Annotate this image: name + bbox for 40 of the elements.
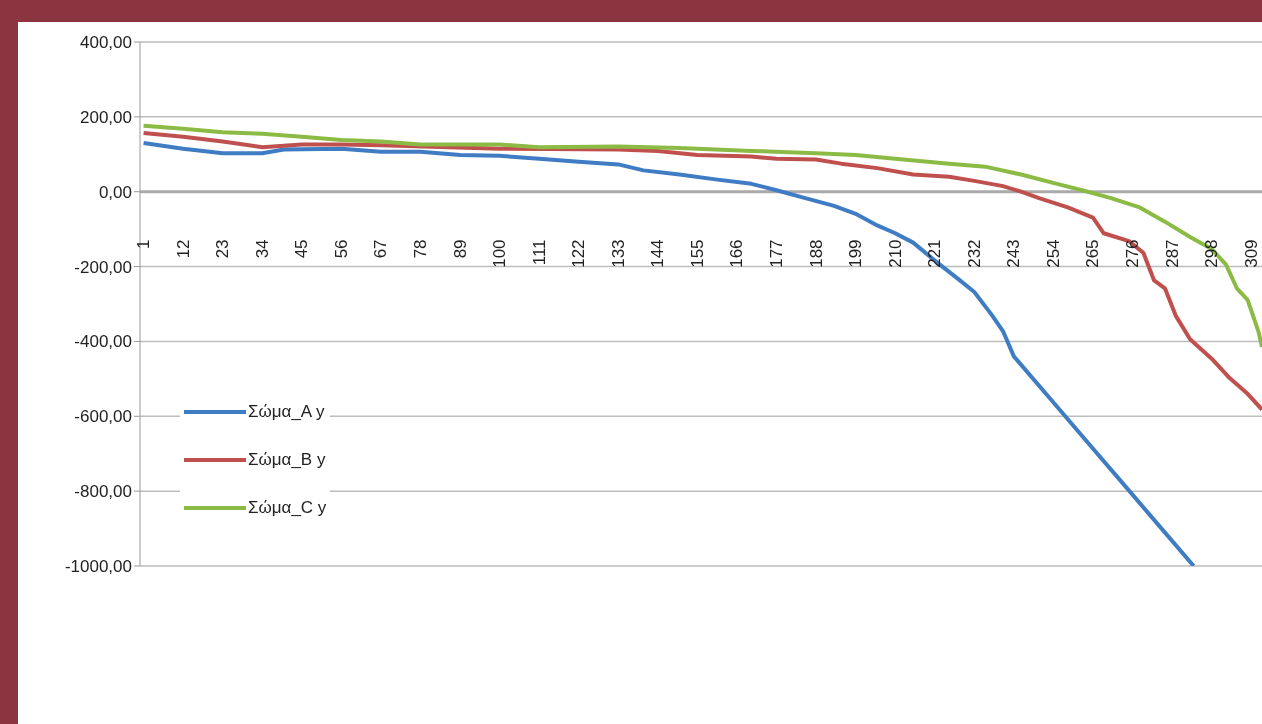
legend-label: Σώμα_C y [248,498,327,518]
x-tick-label: 243 [1004,239,1024,268]
x-tick-label: 177 [767,239,787,268]
x-tick-label: 155 [687,239,707,268]
x-tick-label: 111 [529,239,549,266]
y-tick-label: 200,00 [80,107,132,127]
x-tick-label: 221 [925,239,945,268]
y-tick-label: -1000,00 [64,557,132,577]
x-tick-label: 298 [1202,239,1222,268]
x-tick-label: 23 [213,239,233,259]
x-tick-label: 1 [134,239,154,249]
x-tick-label: 12 [173,239,193,259]
x-tick-label: 276 [1123,239,1143,268]
x-tick-label: 89 [450,239,470,259]
x-tick-label: 199 [846,239,866,268]
x-tick-label: 67 [371,239,391,259]
x-tick-label: 122 [569,239,589,268]
y-tick-label: -800,00 [74,482,132,502]
x-tick-label: 144 [648,239,668,268]
x-tick-label: 100 [490,239,510,268]
y-tick-label: -600,00 [74,407,132,427]
legend-label: Σώμα_A y [248,402,325,422]
legend-label: Σώμα_B y [248,450,326,470]
y-tick-label: 0,00 [98,182,132,202]
x-tick-label: 166 [727,239,747,268]
x-tick-label: 78 [411,239,430,259]
y-tick-label: -200,00 [74,257,132,277]
x-tick-label: 309 [1241,239,1261,268]
x-tick-label: 287 [1162,239,1182,268]
x-tick-label: 188 [806,239,826,268]
y-tick-label: 400,00 [80,33,132,53]
x-tick-label: 56 [331,239,351,259]
x-tick-label: 45 [292,239,312,259]
x-tick-label: 254 [1043,239,1063,268]
x-tick-label: 210 [885,239,905,268]
x-tick-label: 34 [252,239,272,259]
y-tick-label: -400,00 [74,332,132,352]
x-tick-label: 232 [964,239,984,268]
x-tick-label: 265 [1083,239,1103,268]
x-tick-label: 133 [608,239,628,268]
